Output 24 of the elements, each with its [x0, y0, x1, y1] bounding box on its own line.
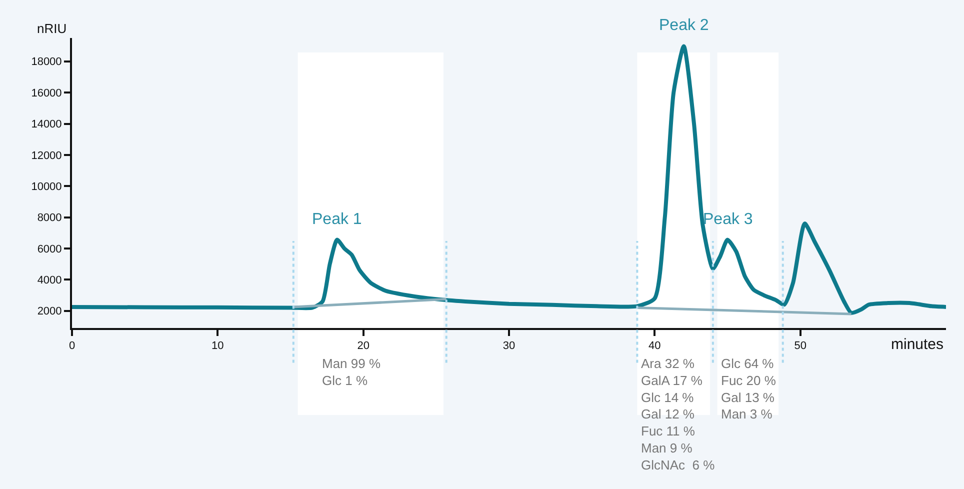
y-tick-label: 4000 [37, 274, 62, 287]
x-tick-label: 20 [357, 340, 370, 352]
text: Man 99 % Glc 1 % [322, 356, 381, 388]
line-series [72, 44, 946, 315]
y-tick-label: 8000 [37, 212, 62, 224]
x-tick-label: 50 [794, 340, 806, 352]
y-tick-label: 12000 [31, 150, 62, 162]
y-tick-label: 14000 [31, 118, 62, 131]
annotation: Peak 3 [703, 211, 753, 228]
annotation: Peak 2 [659, 17, 709, 34]
text: Ara 32 % GalA 17 % Glc 14 % Gal 12 % Fuc 11 % Man 9 % GlcNAc 6 % [641, 356, 716, 472]
y-tick-label: 18000 [31, 56, 62, 68]
x-tick-label: 30 [502, 340, 516, 352]
y-axis-title: nRIU [37, 21, 67, 36]
y-tick-label: 16000 [31, 87, 62, 100]
x-axis-title: minutes [891, 336, 944, 353]
text: Glc 64 % Fuc 20 % Gal 13 % Man 3 % [721, 356, 776, 422]
x-tick-label: 0 [68, 340, 76, 352]
x-tick-label: 40 [648, 340, 661, 352]
annotation: Peak 1 [312, 211, 362, 228]
y-tick-label: 6000 [37, 243, 62, 256]
y-tick-label: 2000 [37, 306, 62, 318]
y-tick-label: 10000 [31, 180, 62, 193]
x-tick-label: 10 [212, 340, 224, 352]
